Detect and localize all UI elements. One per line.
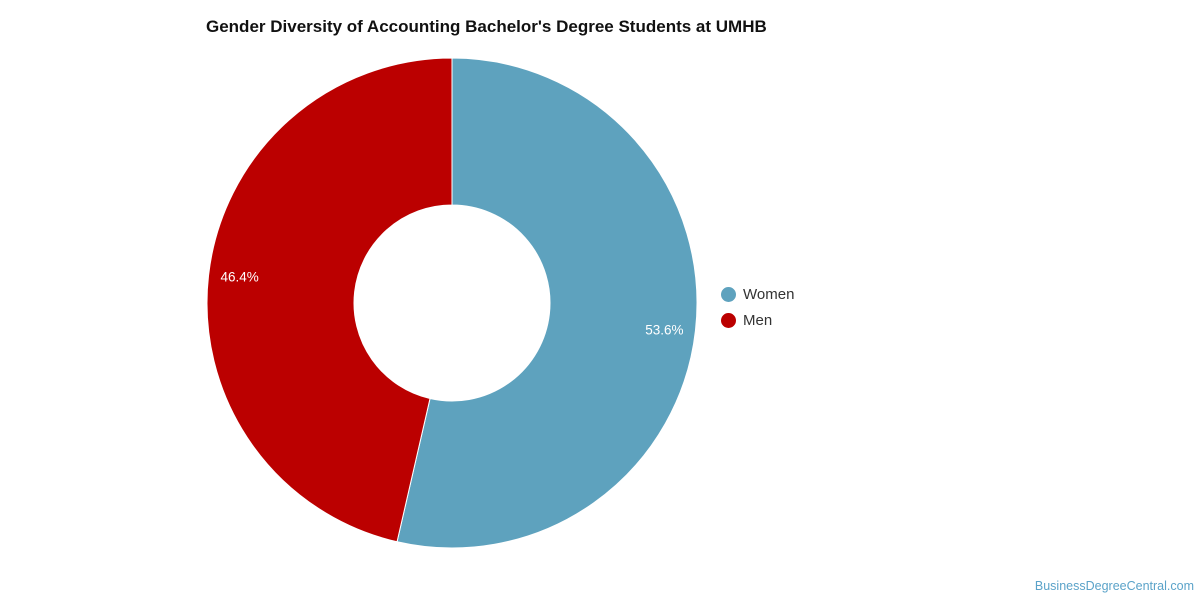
slice-men[interactable] bbox=[206, 57, 453, 543]
slice-label-women: 53.6% bbox=[645, 322, 683, 337]
chart-title: Gender Diversity of Accounting Bachelor'… bbox=[206, 17, 767, 36]
legend-swatch-men bbox=[721, 312, 736, 328]
slice-women[interactable] bbox=[396, 57, 698, 549]
slice-labels-group: 53.6% 46.4% bbox=[220, 270, 683, 338]
legend: Women Men bbox=[721, 281, 794, 333]
legend-label-women: Women bbox=[743, 285, 795, 303]
legend-label-men: Men bbox=[743, 311, 773, 329]
slice-label-men: 46.4% bbox=[220, 270, 258, 285]
credit-link[interactable]: BusinessDegreeCentral.com bbox=[1034, 579, 1194, 593]
legend-item-women[interactable]: Women bbox=[721, 281, 794, 307]
legend-item-men[interactable]: Men bbox=[721, 307, 794, 333]
legend-swatch-women bbox=[721, 286, 736, 302]
slices-group bbox=[206, 57, 698, 549]
